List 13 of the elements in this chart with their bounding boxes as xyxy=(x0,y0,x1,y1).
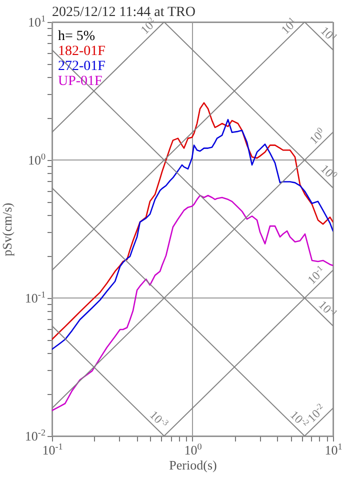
text: 272-01F xyxy=(58,59,106,74)
text: 182-01F xyxy=(58,44,106,59)
x-tick-label: 10$^{-1}$ xyxy=(42,442,63,458)
y-axis-title: pSv(cm/s) xyxy=(0,202,14,256)
legend-title: h= 5% xyxy=(58,29,96,44)
y-tick-label: 10$^{0}$ xyxy=(28,152,46,168)
x-tick-label: 10$^{0}$ xyxy=(184,442,202,458)
y-tick-label: 10$^{1}$ xyxy=(28,14,46,30)
y-tick-label: 10$^{-2}$ xyxy=(24,428,46,444)
y-tick-label: 10$^{-1}$ xyxy=(24,290,46,306)
x-axis-title: Period(s) xyxy=(169,458,217,472)
text: UP-01F xyxy=(58,74,103,89)
x-tick-label: 10$^{1}$ xyxy=(324,442,342,458)
